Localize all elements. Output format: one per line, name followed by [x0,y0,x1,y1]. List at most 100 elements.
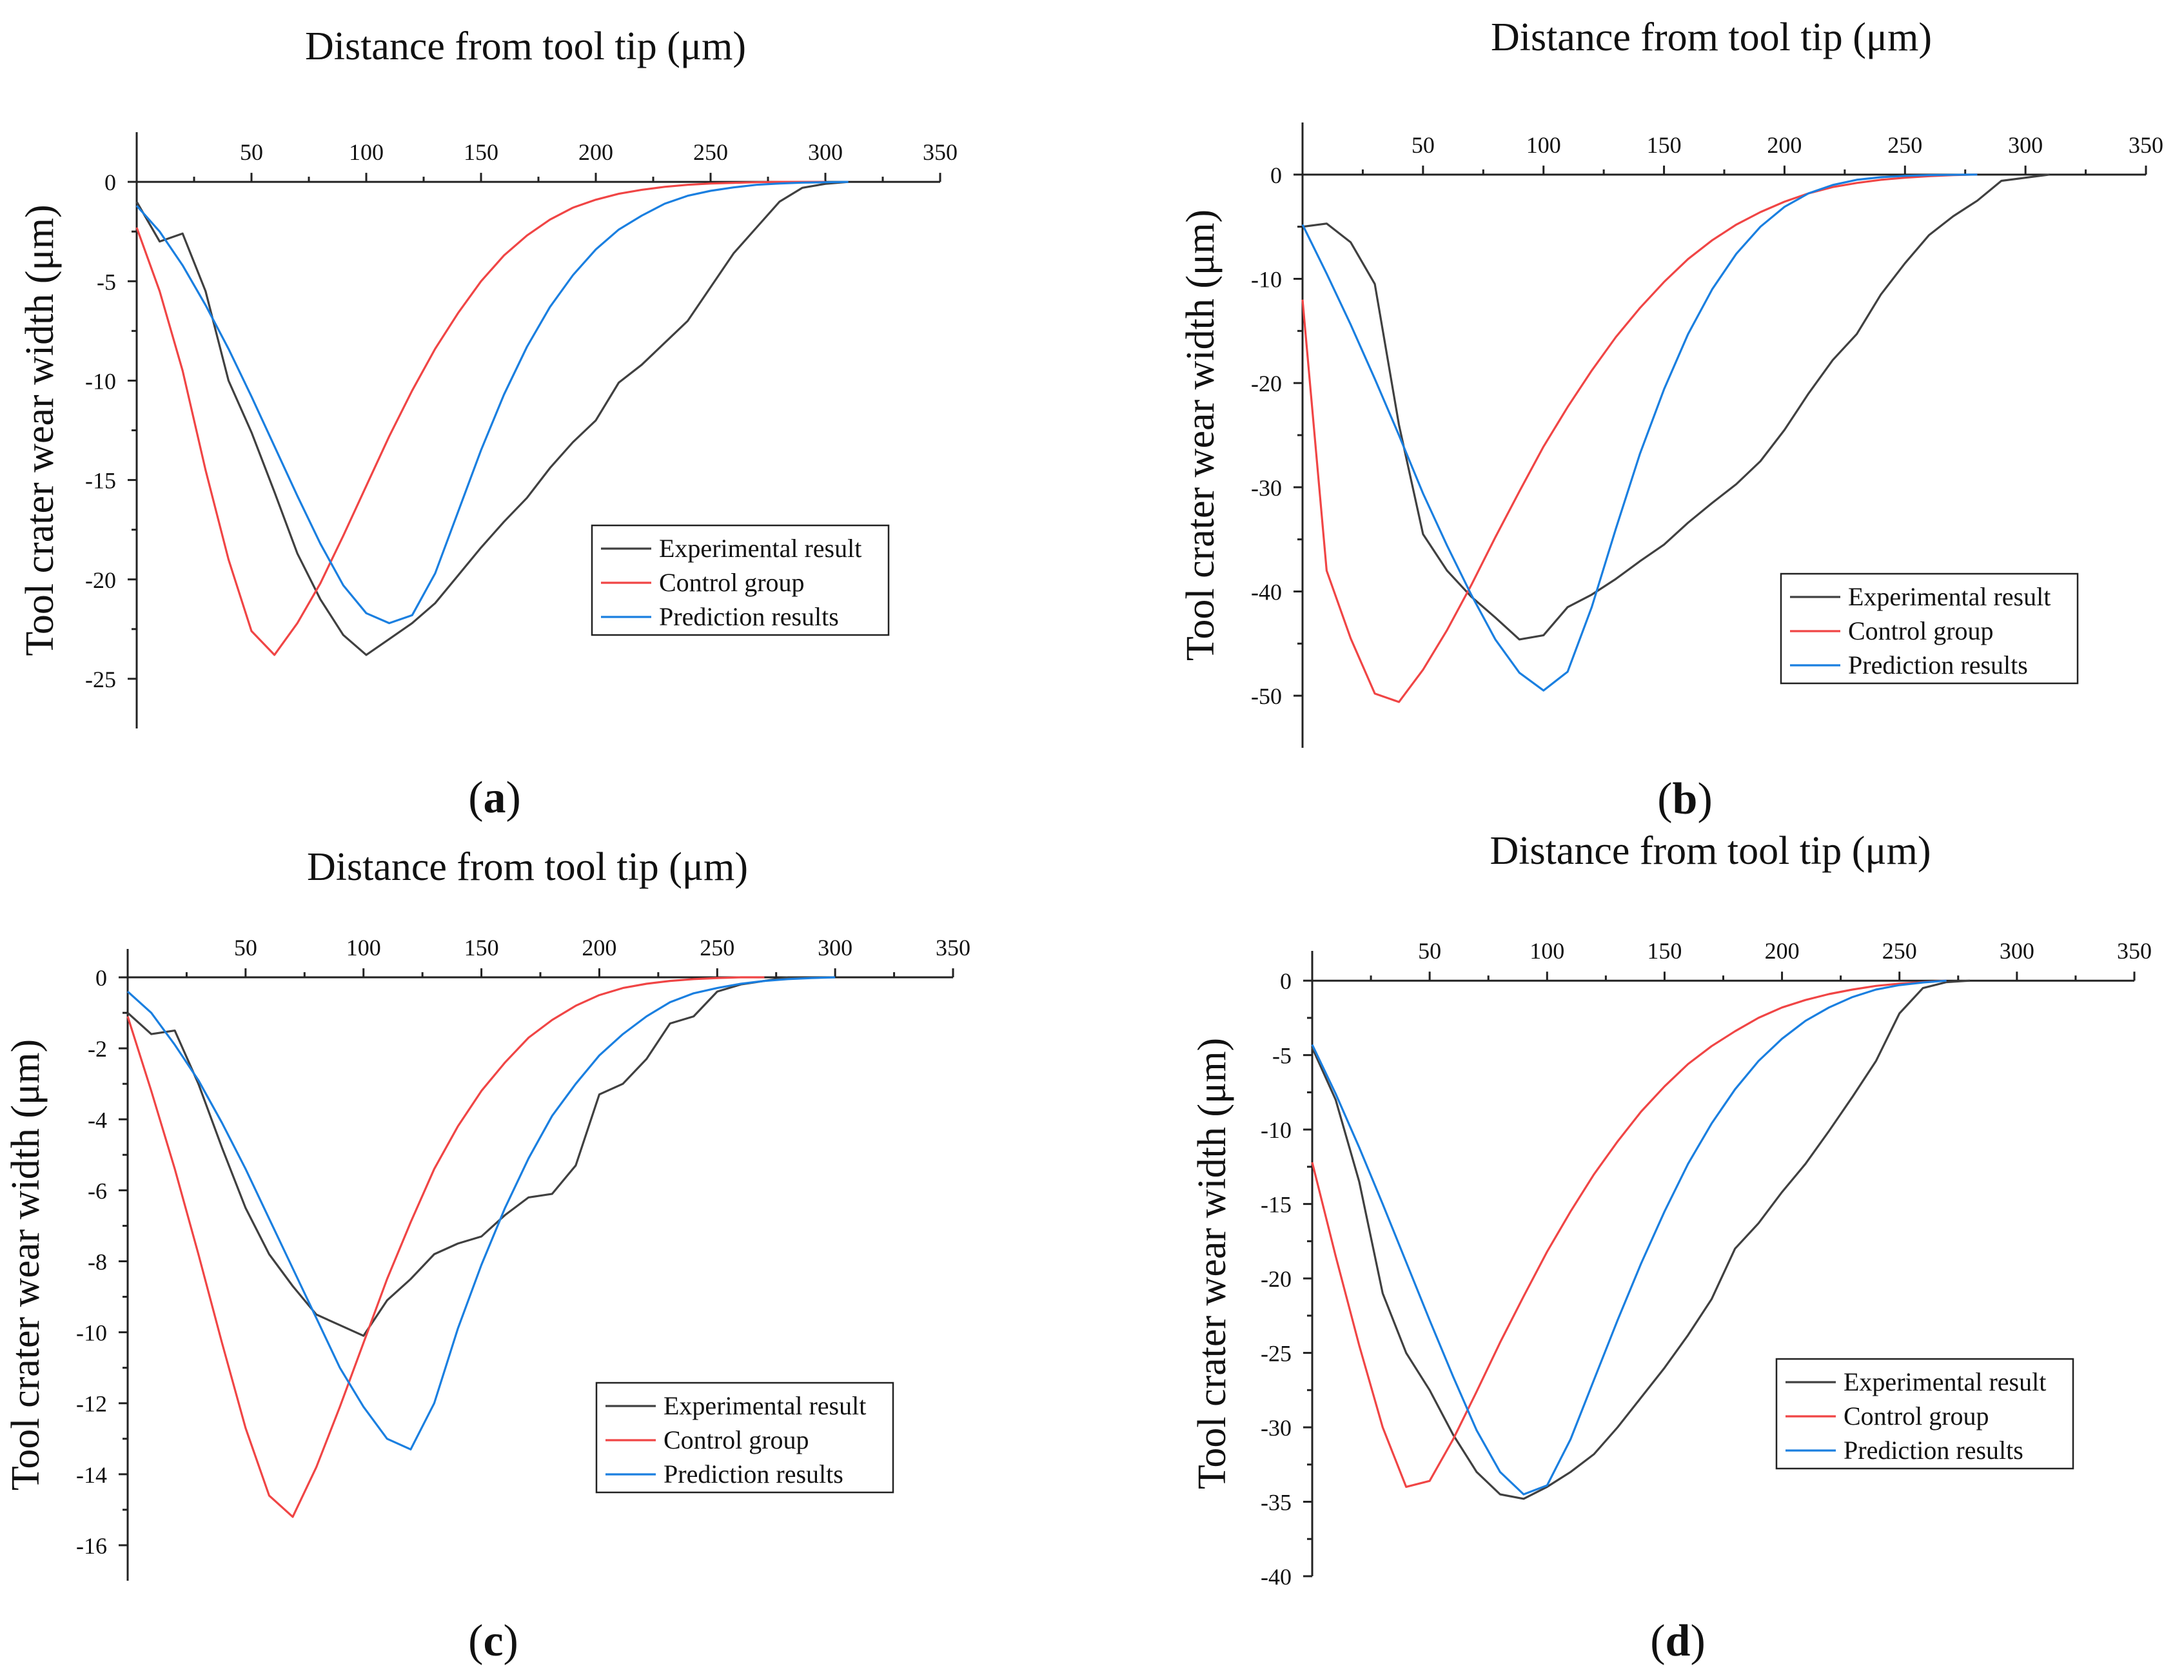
x-tick-label: 100 [349,139,384,165]
y-tick-label: -20 [1251,371,1282,396]
x-tick-label: 50 [1418,938,1441,964]
panel-caption: (b) [1657,774,1713,824]
series-line-experimental-result [126,976,836,1337]
y-tick-label: -15 [1261,1192,1292,1218]
y-tick-label: -14 [76,1462,107,1488]
y-tick-label: 0 [104,170,116,195]
legend-label: Experimental result [659,534,861,563]
chart-panel-a: Distance from tool tip (μm) Tool crater w… [18,24,958,823]
y-tick-label: -50 [1251,683,1282,709]
x-tick-label: 150 [464,139,498,165]
panel-caption: (c) [468,1616,518,1666]
x-tick-label: 150 [1647,938,1682,964]
y-axis-label: Tool crater wear width (μm) [4,1039,48,1490]
series-line-experimental-result [1302,173,2050,641]
legend-label: Control group [1848,616,1994,645]
y-tick-label: -10 [76,1320,107,1346]
y-tick-label: 0 [95,965,107,991]
x-tick-label: 200 [578,139,613,165]
x-tick-label: 250 [693,139,728,165]
chart-title: Distance from tool tip (μm) [305,24,746,68]
legend-label: Control group [664,1425,809,1454]
chart-title: Distance from tool tip (μm) [1490,829,1931,873]
x-tick-label: 150 [1647,132,1682,158]
y-tick-label: -15 [85,468,116,494]
y-tick-label: -35 [1261,1490,1292,1516]
series-line-control-group [135,181,825,656]
y-tick-label: -10 [85,368,116,394]
legend: Experimental result Control group Predicti… [595,1382,894,1494]
y-tick-label: -5 [1272,1043,1292,1069]
series-line-prediction-results [135,181,849,625]
series-line-control-group [126,976,765,1518]
x-tick-label: 250 [700,935,734,961]
x-tick-label: 300 [2008,132,2043,158]
x-tick-label: 50 [1412,132,1435,158]
y-tick-label: -20 [1261,1266,1292,1292]
y-tick-label: 0 [1270,162,1282,188]
legend-label: Prediction results [1848,650,2028,679]
y-tick-label: -25 [85,667,116,692]
legend-label: Control group [659,568,805,597]
y-tick-label: 0 [1280,968,1292,994]
y-tick-label: -2 [88,1036,107,1062]
y-tick-label: -40 [1251,580,1282,605]
y-tick-label: -30 [1251,475,1282,501]
y-tick-label: -12 [76,1391,107,1417]
x-tick-label: 250 [1882,938,1917,964]
chart-panel-d: Distance from tool tip (μm) Tool crater w… [1190,829,2152,1666]
x-tick-label: 250 [1887,132,1922,158]
x-tick-label: 100 [346,935,381,961]
x-tick-label: 200 [1765,938,1800,964]
legend-label: Experimental result [1848,582,2051,611]
legend: Experimental result Control group Predicti… [591,524,890,636]
series-line-prediction-results [1301,173,1978,692]
legend-label: Control group [1844,1402,1989,1431]
legend-label: Prediction results [1844,1436,2023,1465]
legend-label: Experimental result [1844,1367,2046,1396]
series-line-experimental-result [1311,979,1971,1500]
series-line-control-group [1311,979,1947,1488]
y-tick-label: -5 [97,269,116,295]
y-axis-label: Tool crater wear width (μm) [18,204,62,656]
legend-label: Prediction results [664,1460,843,1489]
legend: Experimental result Control group Predicti… [1775,1358,2074,1470]
series-line-prediction-results [126,976,836,1450]
x-tick-label: 350 [2117,938,2152,964]
y-tick-label: -4 [88,1107,107,1133]
y-tick-label: -16 [76,1533,107,1559]
y-tick-label: -10 [1251,267,1282,293]
y-axis-label: Tool crater wear width (μm) [1190,1038,1234,1489]
x-tick-label: 100 [1526,132,1561,158]
series-line-prediction-results [1311,979,1947,1496]
chart-title: Distance from tool tip (μm) [307,845,748,889]
y-tick-label: -10 [1261,1117,1292,1143]
x-tick-label: 150 [464,935,499,961]
chart-panel-c: Distance from tool tip (μm) Tool crater w… [4,845,970,1666]
x-tick-label: 100 [1530,938,1564,964]
x-tick-label: 350 [2129,132,2163,158]
chart-title: Distance from tool tip (μm) [1491,15,1932,59]
x-tick-label: 50 [234,935,257,961]
series-line-experimental-result [135,181,849,656]
legend-label: Experimental result [664,1391,866,1420]
y-tick-label: -40 [1261,1564,1292,1590]
panel-caption: (d) [1650,1616,1706,1666]
x-tick-label: 50 [240,139,263,165]
y-tick-label: -20 [85,567,116,593]
x-tick-label: 350 [923,139,958,165]
panel-caption: (a) [468,773,521,823]
y-tick-label: -30 [1261,1415,1292,1441]
y-axis-label: Tool crater wear width (μm) [1179,210,1223,661]
x-tick-label: 300 [808,139,843,165]
chart-panel-b: Distance from tool tip (μm) Tool crater w… [1179,15,2163,824]
series-line-control-group [1301,173,1978,703]
x-tick-label: 300 [2000,938,2034,964]
x-tick-label: 350 [936,935,970,961]
y-tick-label: -8 [88,1249,107,1275]
y-tick-label: -6 [88,1178,107,1204]
y-tick-label: -25 [1261,1341,1292,1367]
figure-panels: Distance from tool tip (μm) Tool crater w… [4,15,2163,1666]
legend: Experimental result Control group Predicti… [1780,572,2079,685]
